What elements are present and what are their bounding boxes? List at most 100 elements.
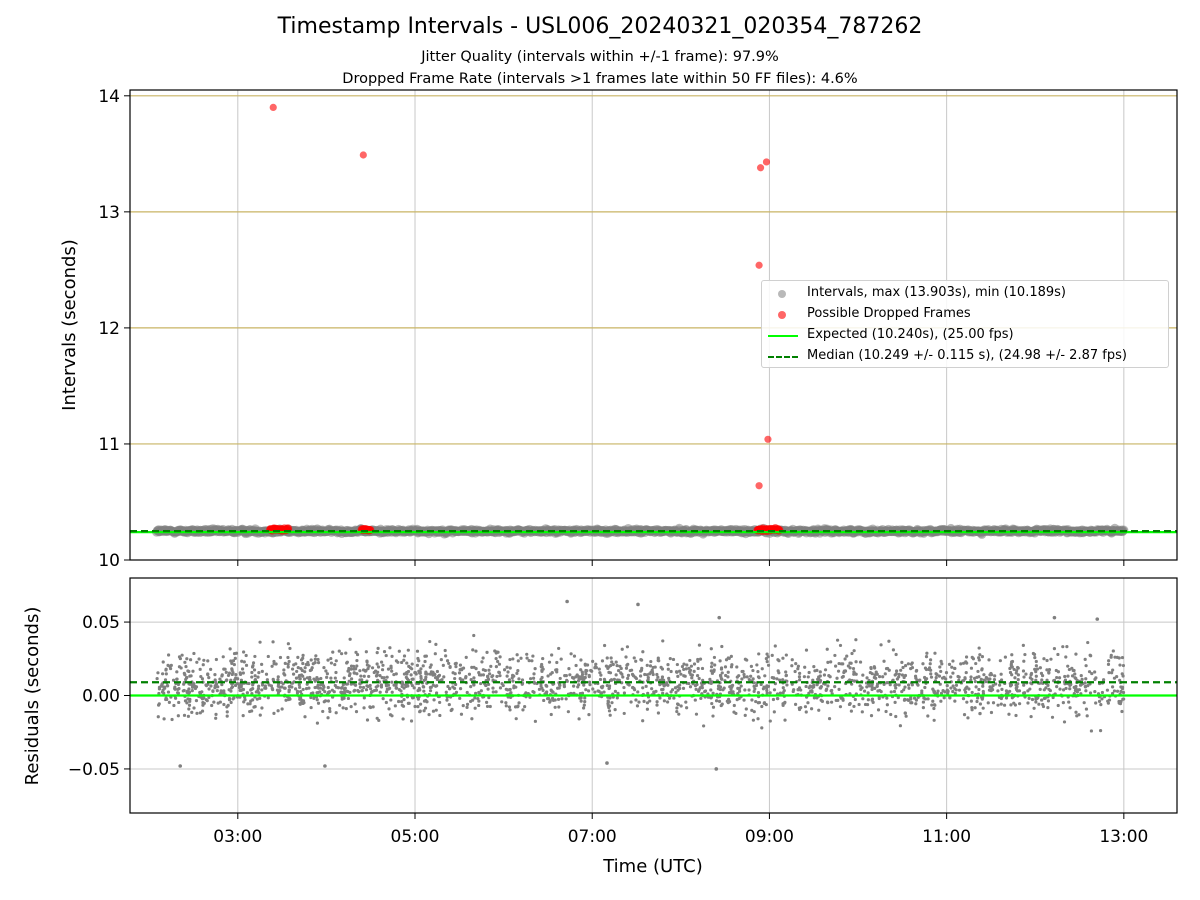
residual-point — [834, 698, 838, 703]
residual-point — [1112, 689, 1117, 693]
residual-point — [999, 678, 1004, 682]
residual-point — [323, 764, 327, 768]
residual-point — [523, 705, 527, 709]
residual-point — [557, 686, 561, 690]
residual-point — [349, 705, 353, 709]
residual-point — [998, 683, 1002, 687]
residual-point — [915, 678, 919, 682]
x-tick-label: 07:00 — [568, 827, 617, 847]
residual-point — [453, 662, 457, 666]
residual-point — [423, 654, 427, 658]
residual-point — [925, 651, 929, 655]
residual-point — [608, 713, 612, 717]
residual-point — [645, 701, 650, 705]
residual-point — [753, 687, 757, 691]
residual-point — [696, 659, 700, 663]
residual-point — [965, 685, 969, 689]
residual-point — [923, 685, 927, 690]
residual-point — [1086, 640, 1090, 645]
residual-point — [257, 671, 261, 675]
residual-point — [572, 676, 576, 680]
residual-point — [176, 691, 180, 695]
residual-point — [948, 696, 952, 700]
residual-point — [669, 669, 673, 674]
residual-point — [904, 714, 908, 718]
residual-point — [565, 599, 569, 604]
residual-point — [200, 709, 205, 713]
residual-point — [974, 661, 978, 666]
residual-point — [229, 700, 233, 705]
residual-point — [388, 686, 392, 690]
residual-point — [1010, 653, 1014, 657]
residual-point — [218, 677, 222, 681]
residual-point — [1062, 720, 1067, 724]
residual-point — [757, 652, 761, 656]
residual-point — [852, 671, 857, 675]
residual-point — [323, 690, 327, 694]
residual-point — [796, 667, 800, 671]
residual-point — [710, 661, 714, 665]
residual-point — [636, 602, 640, 607]
residual-point — [288, 646, 292, 651]
residual-point — [900, 673, 904, 677]
residual-point — [1040, 698, 1044, 702]
residual-point — [1084, 664, 1088, 668]
residual-point — [1077, 688, 1081, 692]
residual-point — [390, 714, 394, 718]
residual-point — [214, 716, 218, 720]
residual-point — [949, 686, 953, 690]
residual-point — [980, 667, 984, 671]
residual-point — [445, 698, 449, 702]
residual-point — [1029, 714, 1033, 719]
residual-point — [1047, 668, 1052, 672]
residual-point — [969, 678, 973, 682]
residual-point — [957, 678, 961, 682]
residual-point — [740, 677, 744, 681]
residual-point — [579, 675, 583, 679]
residual-point — [332, 690, 336, 694]
residual-point — [969, 675, 973, 679]
residual-point — [512, 684, 516, 688]
residual-point — [671, 657, 676, 662]
residual-point — [1021, 643, 1025, 647]
residual-point — [865, 702, 870, 707]
residual-point — [568, 673, 572, 677]
residual-point — [810, 689, 814, 693]
residual-point — [682, 662, 686, 666]
residual-point — [743, 688, 747, 692]
residual-point — [827, 717, 832, 721]
residual-point — [411, 677, 415, 681]
residual-point — [579, 668, 583, 672]
residual-point — [793, 702, 798, 707]
residual-point — [508, 687, 512, 692]
residual-point — [387, 707, 391, 711]
residual-point — [713, 663, 717, 667]
residual-point — [302, 677, 307, 681]
residual-point — [186, 714, 190, 718]
residual-point — [933, 651, 937, 655]
residual-point — [825, 647, 829, 651]
residual-point — [982, 678, 986, 682]
residual-point — [224, 670, 228, 674]
residual-point — [682, 667, 686, 672]
residual-point — [287, 685, 291, 689]
residual-point — [674, 690, 678, 694]
residual-point — [200, 677, 205, 681]
residual-point — [655, 678, 659, 682]
residual-point — [1057, 676, 1062, 680]
residual-point — [239, 678, 244, 682]
residual-point — [192, 684, 196, 688]
residual-point — [693, 698, 697, 702]
residual-point — [1074, 652, 1078, 656]
residual-point — [182, 688, 186, 693]
residual-point — [1048, 688, 1052, 693]
residual-point — [231, 659, 236, 663]
residual-point — [228, 647, 232, 651]
residual-point — [369, 687, 373, 691]
residual-point — [703, 689, 707, 694]
residual-point — [258, 640, 262, 644]
residual-point — [251, 661, 256, 665]
residual-point — [1115, 655, 1119, 660]
residual-point — [641, 719, 645, 723]
